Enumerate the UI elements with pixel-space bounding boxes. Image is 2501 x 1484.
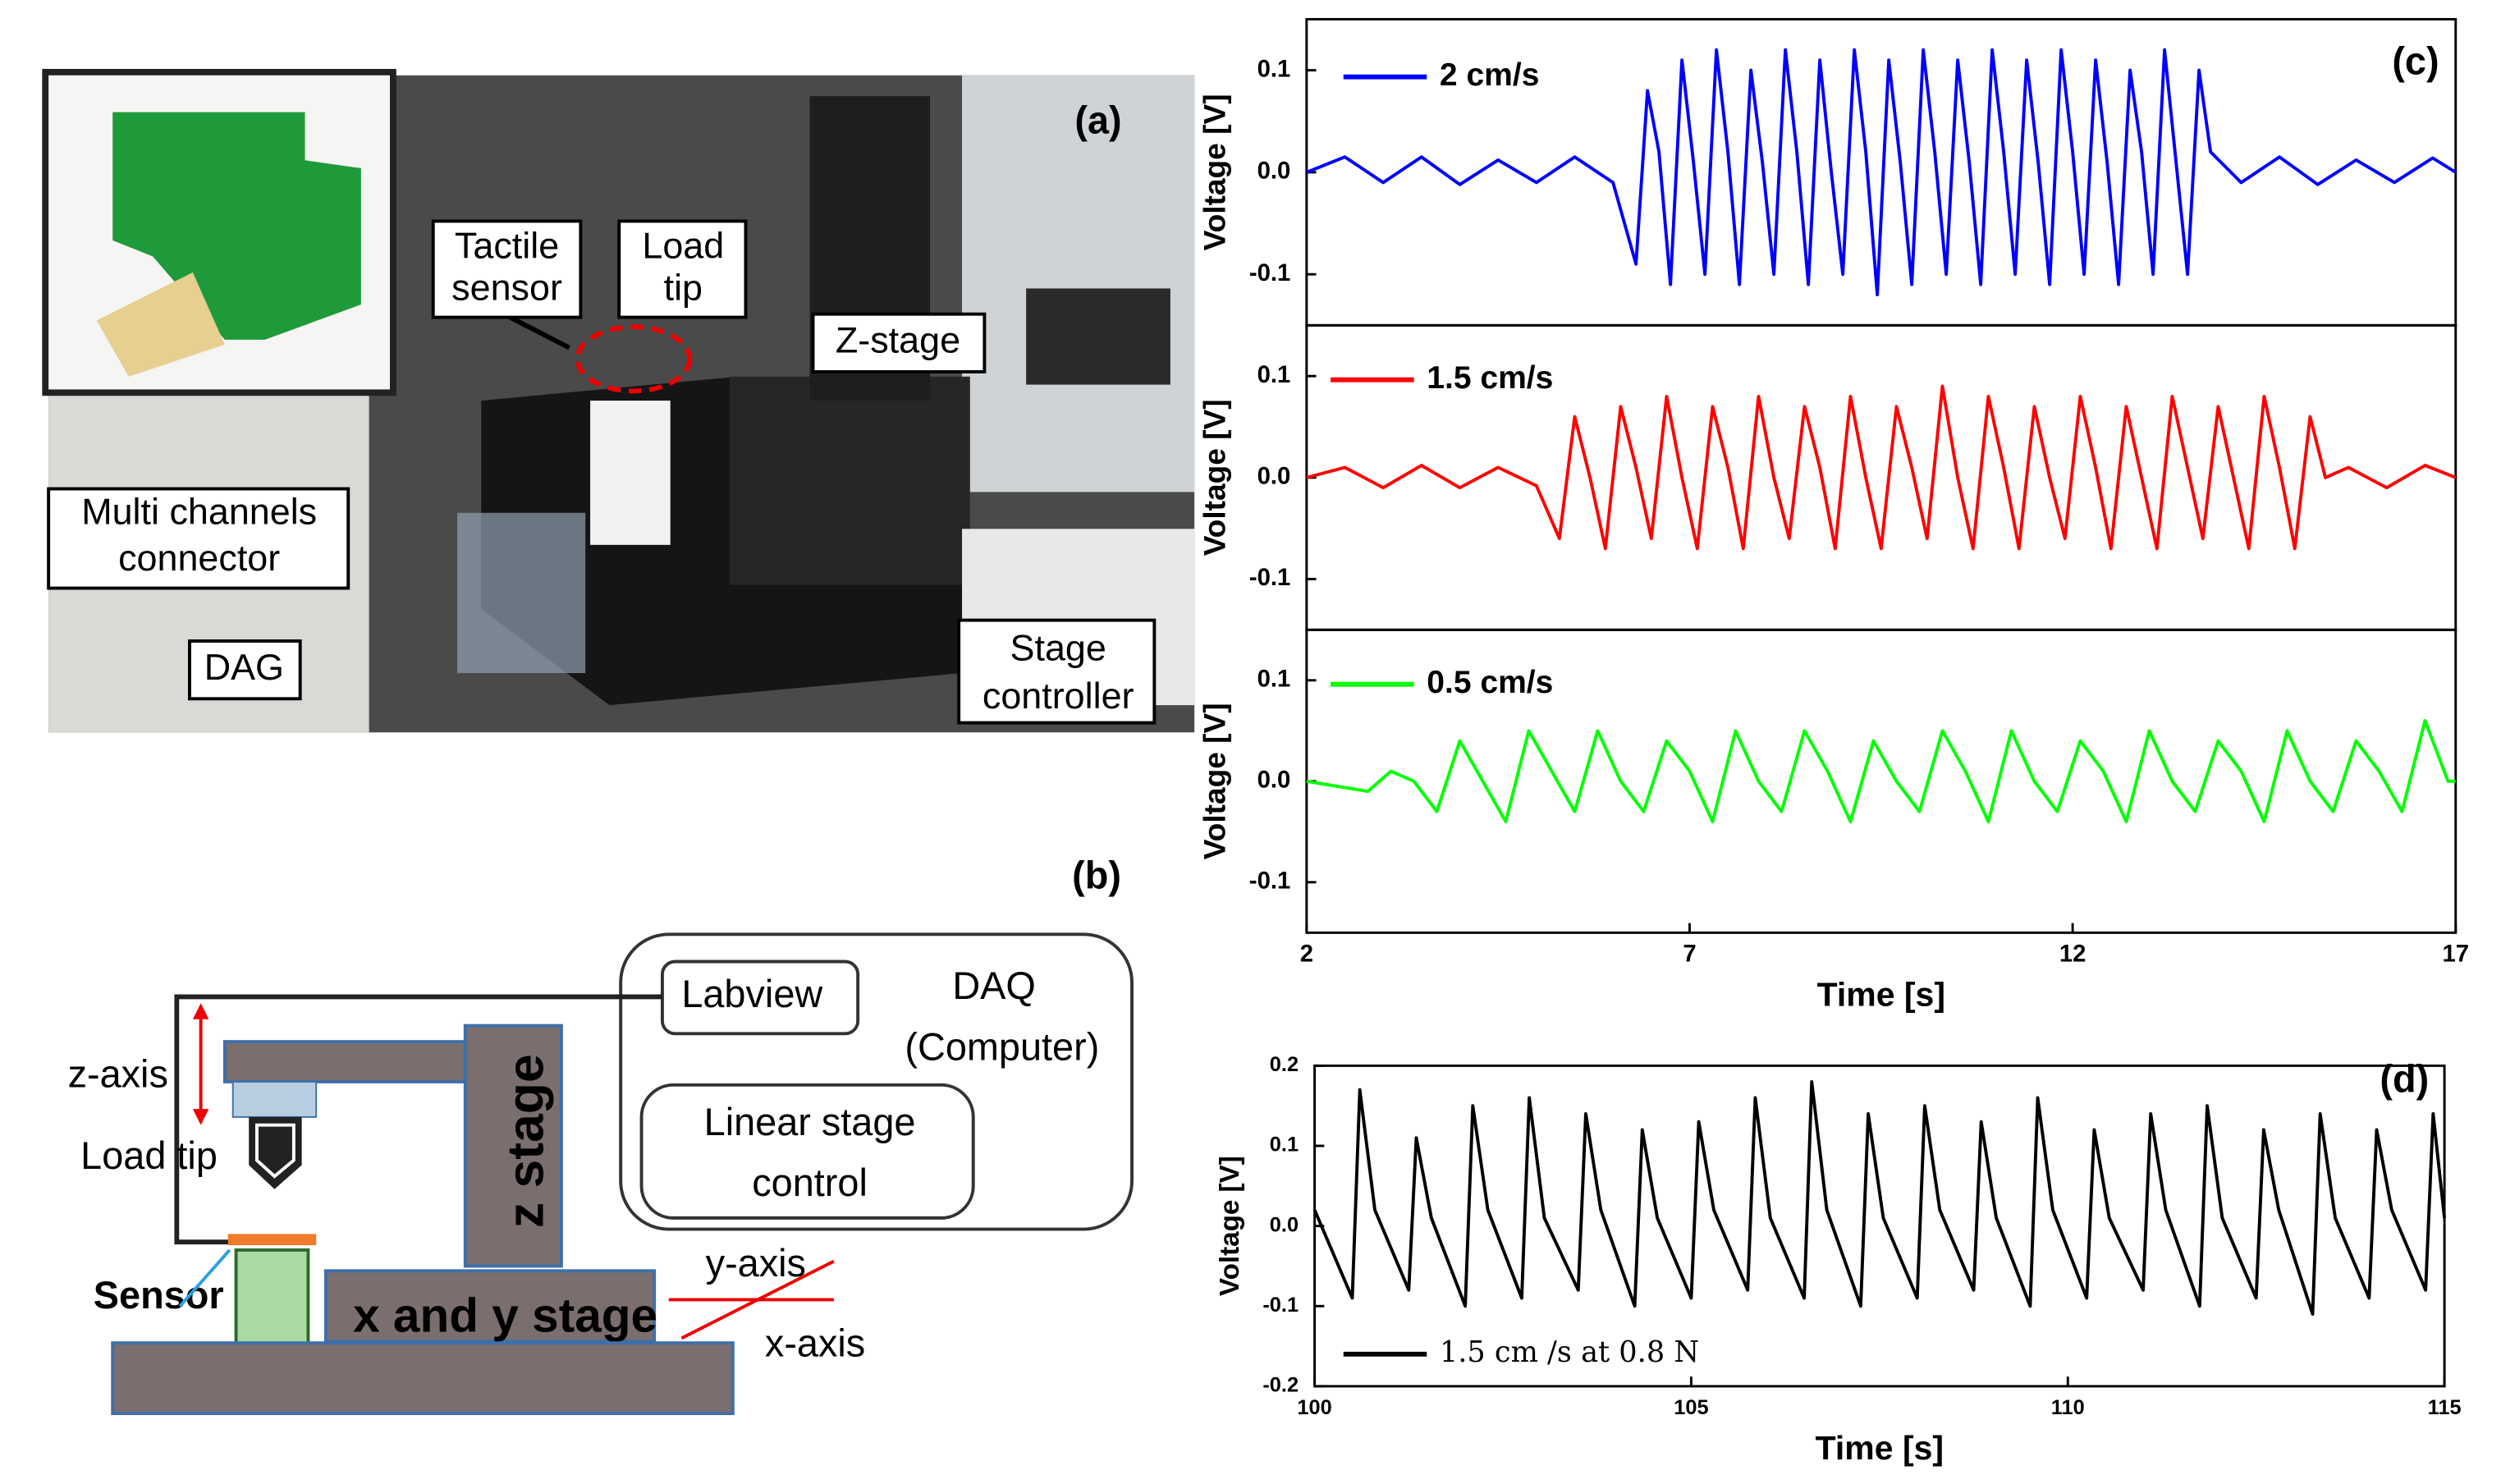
x-tick-label: 12 <box>2059 940 2086 967</box>
signal-line <box>1306 719 2456 823</box>
labview: Labview <box>681 973 822 1015</box>
sensor-film <box>227 1234 317 1246</box>
xy-stage-label: x and y stage <box>353 1289 657 1342</box>
signal-line <box>1306 48 2457 297</box>
xy-stage <box>729 376 970 585</box>
tip-holder <box>231 1080 318 1118</box>
z-column <box>463 1024 563 1268</box>
y-tick-label: 0.0 <box>1257 463 1291 490</box>
panel-label: (c) <box>2392 39 2439 82</box>
callout: Z-stage <box>836 319 960 361</box>
y-tick-label: -0.1 <box>1249 259 1290 286</box>
sensor-arrow <box>178 1248 231 1308</box>
callout: Multi channels <box>81 491 317 533</box>
y-tick-label: -0.1 <box>1249 868 1290 895</box>
base <box>111 1341 735 1416</box>
y-axis-label: Voltage [V] <box>1215 1156 1245 1296</box>
callout-box <box>617 219 748 319</box>
y-tick-label: 0.1 <box>1257 361 1291 388</box>
y-tick-label: 0.2 <box>1270 1053 1299 1076</box>
callout-box <box>811 312 987 373</box>
callout: tip <box>664 266 703 308</box>
xy-stage <box>323 1269 657 1344</box>
daq: DAQ <box>952 964 1036 1007</box>
y-axis-label: Voltage [V] <box>1197 94 1231 250</box>
callout: Stage <box>1010 627 1106 669</box>
linear-box <box>639 1083 975 1220</box>
panel-label: (d) <box>2380 1057 2429 1100</box>
x-tick-label: 110 <box>2051 1396 2085 1419</box>
circuit-board <box>112 112 361 340</box>
tactile-film <box>96 272 225 377</box>
x-axis-label: Time [s] <box>1817 975 1945 1013</box>
photo-panel: Tactile sensor Load tip Z-stage Multi ch… <box>42 68 1195 733</box>
y-tick-label: 0.0 <box>1257 158 1291 185</box>
computer-box <box>619 932 1134 1231</box>
legend-label: 0.5 cm/s <box>1427 665 1553 700</box>
signal-line <box>1306 384 2457 551</box>
wire <box>174 994 662 1245</box>
ribbon-cable <box>457 512 586 674</box>
callout-box <box>431 219 583 319</box>
sensor-block <box>234 1248 310 1353</box>
panel-label: (b) <box>1072 854 1121 896</box>
arm <box>222 1040 467 1083</box>
y-tick-label: 0.1 <box>1270 1134 1299 1157</box>
load-tip-label: Load tip <box>80 1134 218 1177</box>
x-tick-label: 7 <box>1683 940 1696 967</box>
y-tick-label: 0.1 <box>1257 55 1291 82</box>
y-tick-label: -0.2 <box>1262 1374 1299 1397</box>
daq: (Computer) <box>905 1025 1099 1068</box>
instrument <box>962 75 1195 492</box>
x-tick-label: 115 <box>2428 1396 2462 1419</box>
x-tick-label: 100 <box>1297 1396 1331 1419</box>
y-tick-label: 0.1 <box>1257 666 1291 693</box>
y-tick-label: 0.0 <box>1257 767 1291 794</box>
legend-label: 2 cm/s <box>1440 57 1540 93</box>
highlight-ellipse <box>575 324 693 394</box>
legend-label: 1.5 cm/s <box>1427 360 1553 396</box>
callout-box <box>957 618 1157 725</box>
load-tip-inner <box>255 1123 295 1179</box>
x-tick-label: 17 <box>2442 940 2469 967</box>
callout: controller <box>983 675 1134 717</box>
y-axis-label: Voltage [V] <box>1197 703 1231 859</box>
callout-box <box>188 639 302 701</box>
signal-line <box>1312 1079 2447 1316</box>
callout: connector <box>118 537 280 579</box>
x-tick-label: 105 <box>1674 1396 1708 1419</box>
z-stage-label: z stage <box>497 1054 554 1228</box>
panel-label: (a) <box>1074 99 1121 142</box>
y-tick-label: -0.1 <box>1249 564 1290 591</box>
y-tick-label: 0.0 <box>1270 1213 1299 1236</box>
x-arrow <box>680 1259 835 1340</box>
arrow <box>509 314 571 350</box>
y-axis-label: Voltage [V] <box>1197 399 1231 556</box>
linear-control: control <box>752 1161 868 1204</box>
legend-label: 1.5 cm /s at 0.8 N <box>1440 1335 1699 1369</box>
sensor-pillar <box>590 401 671 545</box>
y-tick-label: -0.1 <box>1262 1294 1299 1317</box>
callout: Tactile <box>455 224 559 266</box>
callout: Load <box>642 224 724 266</box>
controller-display <box>1026 288 1170 385</box>
x-axis-label: Time [s] <box>1816 1429 1944 1467</box>
x-tick-label: 2 <box>1300 940 1313 967</box>
y-axis-label: y-axis <box>706 1242 806 1285</box>
z-axis-label: z-axis <box>68 1052 168 1095</box>
arrowhead <box>192 1109 209 1125</box>
diagram-panel: (b) Labview DAQ (Computer) Linear stage … <box>68 854 1134 1416</box>
load-tip <box>249 1116 302 1189</box>
callout: sensor <box>451 266 562 308</box>
arrowhead <box>192 1003 209 1019</box>
linear-control: Linear stage <box>704 1101 916 1143</box>
x-axis-label: x-axis <box>765 1321 865 1364</box>
callout: DAG <box>204 646 284 688</box>
callout-box <box>47 487 350 590</box>
